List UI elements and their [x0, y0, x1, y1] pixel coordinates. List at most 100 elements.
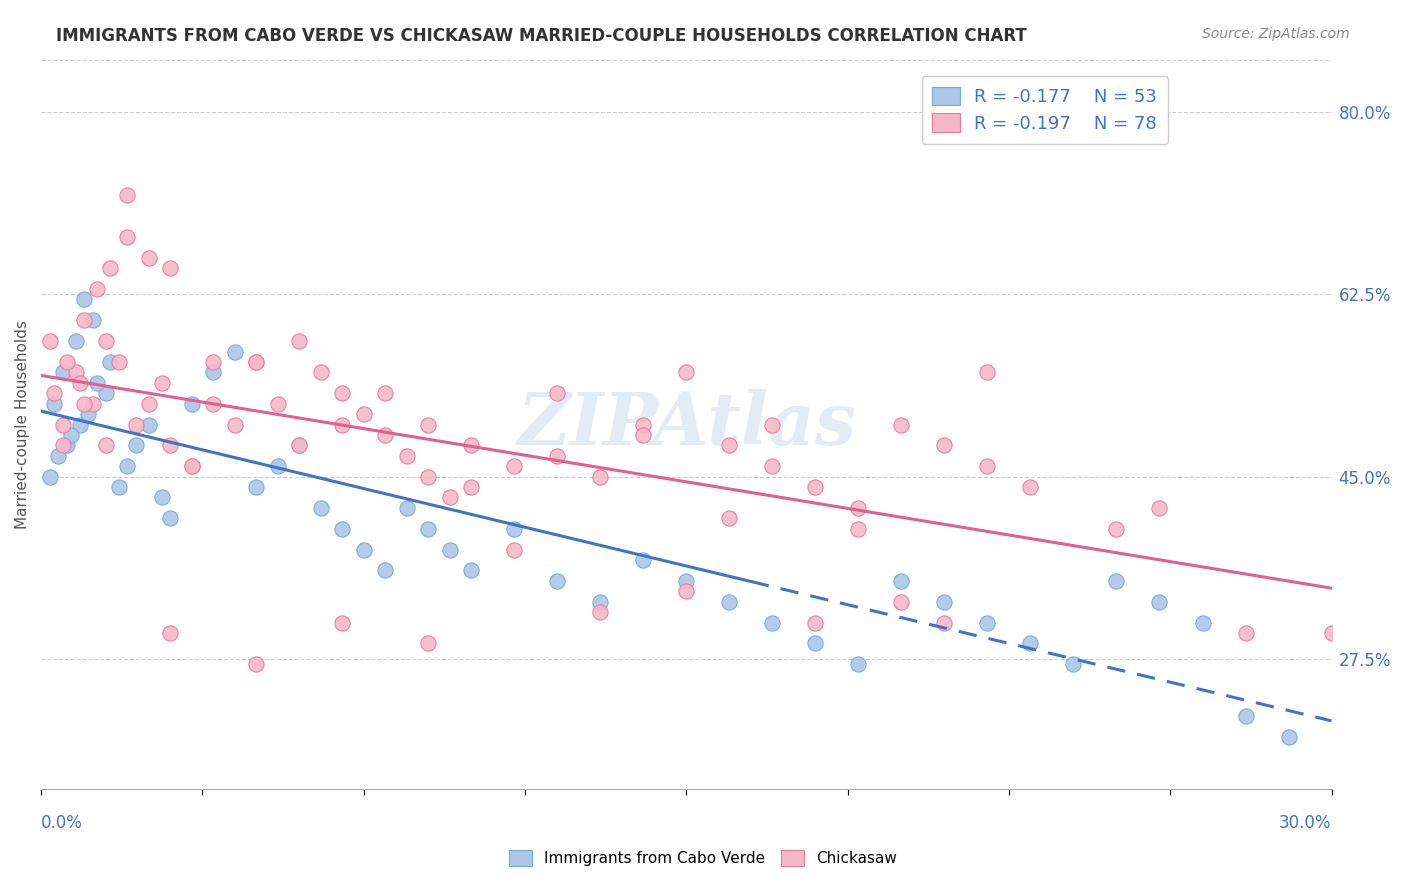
Point	[56, 355, 79, 369]
Legend: Immigrants from Cabo Verde, Chickasaw: Immigrants from Cabo Verde, Chickasaw	[501, 841, 905, 875]
Point	[934, 438, 956, 452]
Point	[46, 449, 69, 463]
Point	[418, 469, 440, 483]
Point	[589, 605, 612, 619]
Point	[546, 449, 568, 463]
Point	[374, 428, 396, 442]
Point	[1234, 626, 1257, 640]
Point	[1191, 615, 1213, 630]
Point	[761, 417, 783, 432]
Point	[107, 480, 129, 494]
Point	[976, 365, 998, 379]
Text: Source: ZipAtlas.com: Source: ZipAtlas.com	[1202, 27, 1350, 41]
Point	[934, 595, 956, 609]
Point	[1062, 657, 1084, 672]
Point	[159, 626, 181, 640]
Point	[1105, 522, 1128, 536]
Point	[52, 417, 75, 432]
Point	[38, 469, 60, 483]
Point	[94, 334, 117, 348]
Point	[804, 636, 827, 650]
Point	[589, 469, 612, 483]
Point	[115, 230, 138, 244]
Point	[934, 615, 956, 630]
Point	[439, 491, 461, 505]
Point	[761, 459, 783, 474]
Point	[1234, 709, 1257, 723]
Point	[288, 438, 311, 452]
Text: 0.0%: 0.0%	[41, 814, 83, 832]
Point	[330, 522, 353, 536]
Point	[138, 417, 160, 432]
Point	[890, 595, 912, 609]
Text: ZIPAtlas: ZIPAtlas	[517, 389, 856, 460]
Point	[460, 564, 482, 578]
Point	[890, 417, 912, 432]
Point	[503, 459, 526, 474]
Point	[353, 407, 375, 421]
Point	[107, 355, 129, 369]
Point	[138, 397, 160, 411]
Point	[1105, 574, 1128, 588]
Point	[330, 417, 353, 432]
Point	[159, 261, 181, 276]
Point	[395, 449, 418, 463]
Text: IMMIGRANTS FROM CABO VERDE VS CHICKASAW MARRIED-COUPLE HOUSEHOLDS CORRELATION CH: IMMIGRANTS FROM CABO VERDE VS CHICKASAW …	[56, 27, 1026, 45]
Point	[374, 564, 396, 578]
Point	[224, 344, 246, 359]
Point	[1149, 595, 1171, 609]
Point	[73, 397, 96, 411]
Point	[546, 574, 568, 588]
Point	[94, 386, 117, 401]
Point	[503, 542, 526, 557]
Point	[1277, 731, 1299, 745]
Point	[60, 428, 83, 442]
Point	[38, 334, 60, 348]
Point	[245, 355, 267, 369]
Point	[1149, 500, 1171, 515]
Point	[77, 407, 100, 421]
Point	[180, 459, 202, 474]
Point	[94, 438, 117, 452]
Point	[73, 293, 96, 307]
Point	[56, 438, 79, 452]
Point	[890, 574, 912, 588]
Point	[353, 542, 375, 557]
Point	[69, 417, 91, 432]
Point	[125, 438, 148, 452]
Point	[330, 386, 353, 401]
Point	[65, 365, 87, 379]
Point	[267, 459, 290, 474]
Legend: R = -0.177    N = 53, R = -0.197    N = 78: R = -0.177 N = 53, R = -0.197 N = 78	[921, 76, 1167, 144]
Point	[439, 542, 461, 557]
Point	[288, 334, 311, 348]
Point	[804, 480, 827, 494]
Point	[98, 355, 121, 369]
Point	[82, 397, 104, 411]
Point	[125, 417, 148, 432]
Point	[202, 355, 225, 369]
Point	[633, 417, 655, 432]
Point	[52, 365, 75, 379]
Point	[1320, 626, 1343, 640]
Point	[267, 397, 290, 411]
Point	[633, 428, 655, 442]
Point	[848, 657, 870, 672]
Point	[288, 438, 311, 452]
Point	[150, 376, 173, 390]
Point	[159, 438, 181, 452]
Point	[460, 438, 482, 452]
Point	[418, 636, 440, 650]
Point	[804, 615, 827, 630]
Point	[460, 480, 482, 494]
Point	[309, 365, 332, 379]
Point	[138, 251, 160, 265]
Point	[224, 417, 246, 432]
Y-axis label: Married-couple Households: Married-couple Households	[15, 320, 30, 529]
Point	[42, 397, 65, 411]
Point	[633, 553, 655, 567]
Point	[245, 657, 267, 672]
Point	[69, 376, 91, 390]
Point	[180, 397, 202, 411]
Point	[180, 459, 202, 474]
